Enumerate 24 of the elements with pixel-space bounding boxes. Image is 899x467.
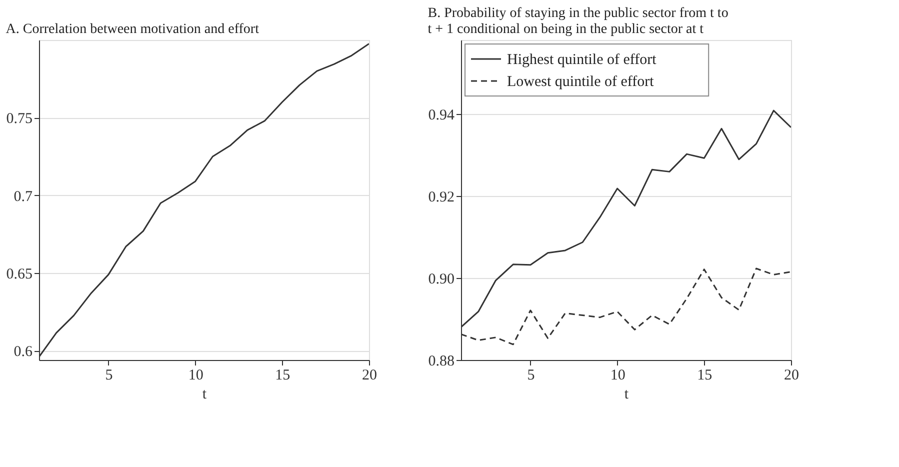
y-tick-label: 0.65 [6,266,32,283]
line-series [39,42,369,358]
x-tick-label: 5 [527,368,535,384]
x-tick-label: 20 [784,368,799,384]
y-tick-label: 0.7 [14,188,33,205]
y-tick-label: 0.90 [428,271,454,288]
text: A. Correlation between motivation and effort [6,22,259,37]
x-tick-label: 20 [362,368,377,384]
x-tick-label: 15 [275,368,290,384]
text: B. Probability of staying in the public sector from t to [428,6,728,21]
x-tick-label: 10 [610,368,626,384]
y-tick-label: 0.92 [428,189,454,206]
x-tick-label: 10 [188,368,204,384]
text: t + 1 conditional on being in the public sector at t [428,22,704,37]
y-tick-label: 0.6 [14,344,33,360]
legend-label: Highest quintile of effort [507,52,658,68]
x-tick-label: 5 [105,368,113,384]
x-axis-title: t [202,386,208,402]
y-tick-label: 0.94 [428,107,455,124]
x-tick-label: 15 [697,368,712,384]
legend-label: Lowest quintile of effort [507,74,655,90]
y-tick-label: 0.75 [6,111,32,128]
y-tick-label: 0.88 [428,354,454,370]
x-axis-title: t [624,386,630,402]
